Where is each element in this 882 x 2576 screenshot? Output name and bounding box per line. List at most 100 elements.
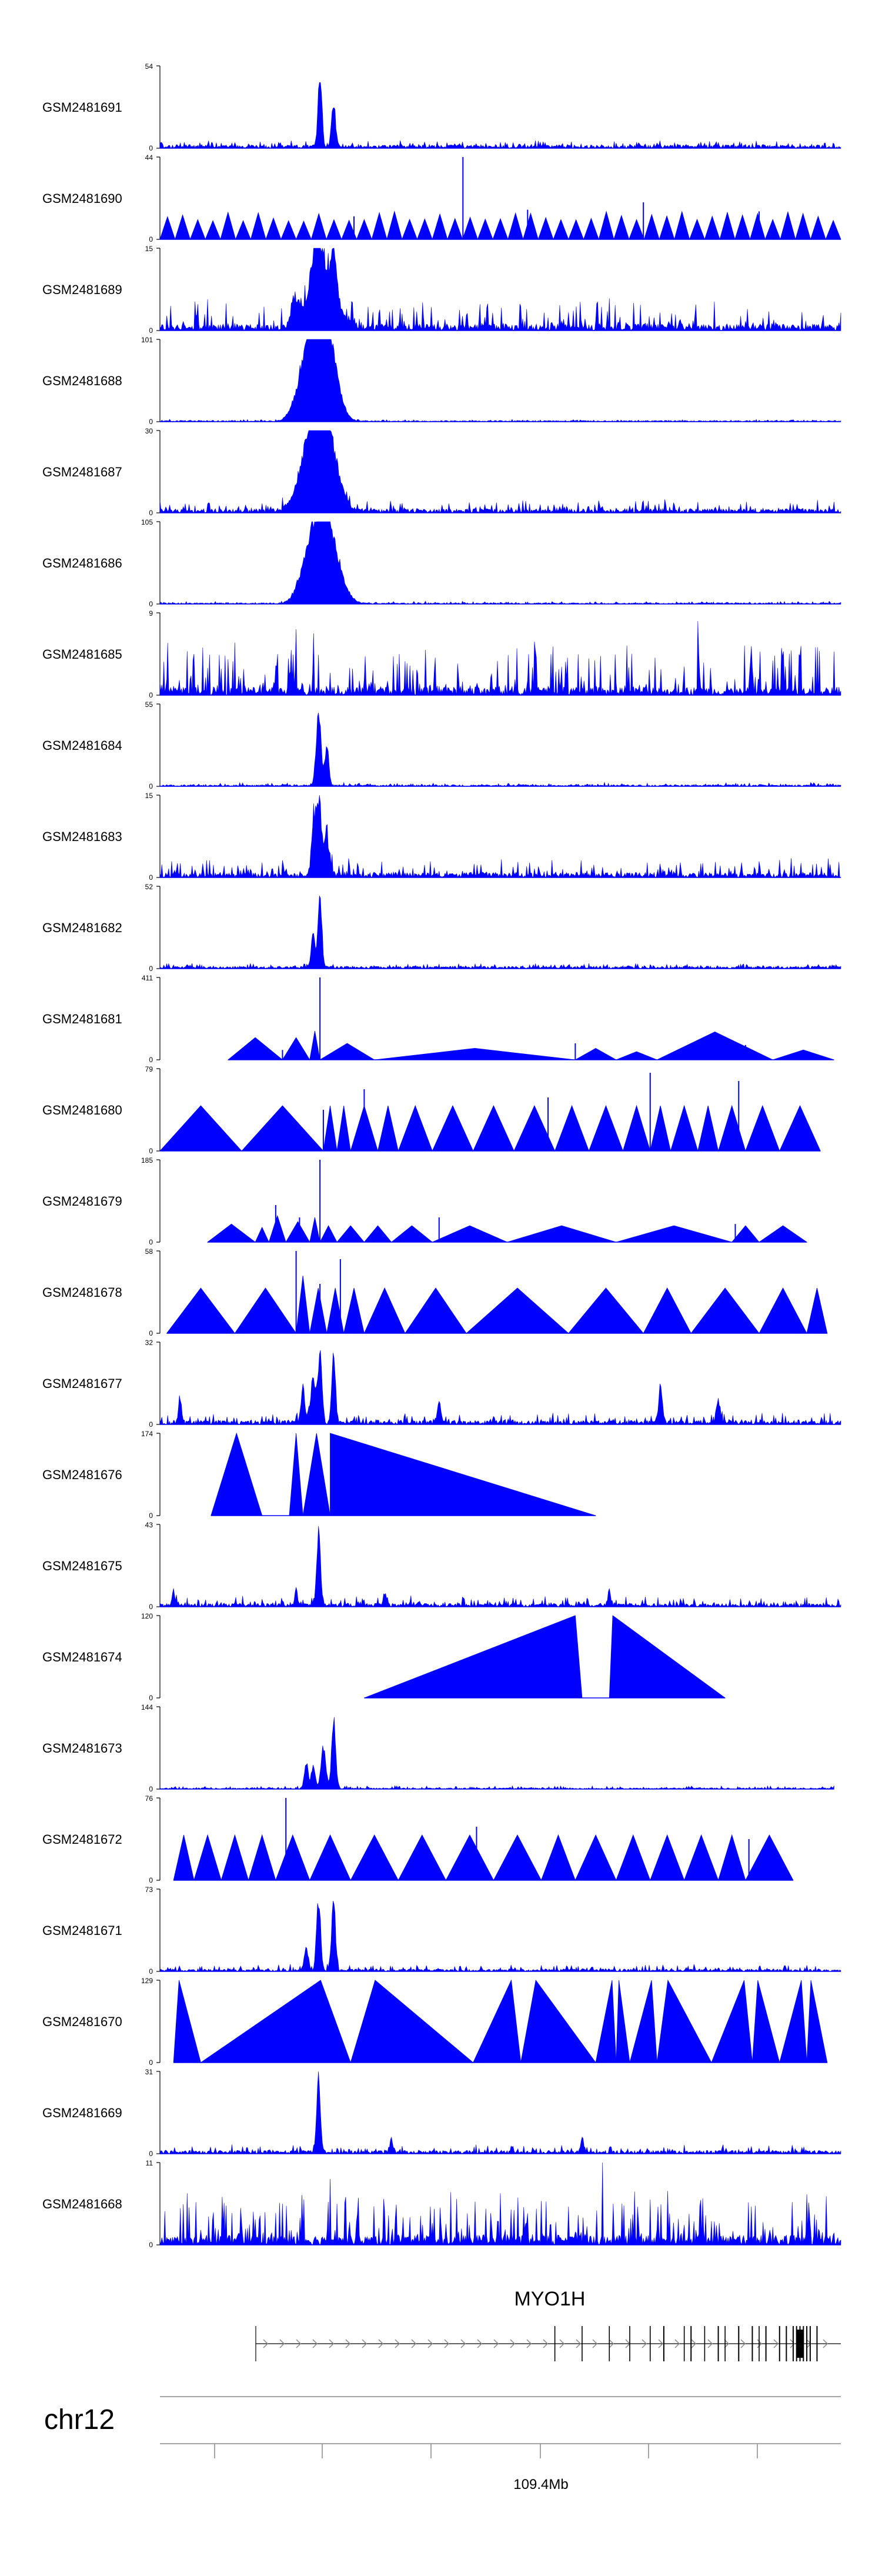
track-triangle bbox=[764, 218, 781, 240]
gene-name-label: MYO1H bbox=[514, 2288, 586, 2310]
track-triangle bbox=[227, 1037, 283, 1060]
gene-strand-arrow bbox=[691, 2339, 697, 2348]
track-triangle bbox=[711, 1980, 753, 2063]
track-triangle bbox=[319, 1043, 376, 1060]
y-axis-zero-label: 0 bbox=[149, 418, 153, 426]
track-triangle bbox=[568, 219, 584, 240]
track-triangle bbox=[540, 1834, 576, 1881]
track-triangle bbox=[309, 1217, 320, 1243]
track-triangle bbox=[697, 1105, 719, 1152]
track-triangle bbox=[319, 1225, 338, 1243]
gene-strand-arrow bbox=[806, 2339, 812, 2348]
track-coverage-area bbox=[159, 1901, 841, 1972]
chromosome-label: chr12 bbox=[44, 2404, 115, 2435]
y-axis-max-label: 174 bbox=[141, 1430, 153, 1438]
track-label: GSM2481682 bbox=[42, 920, 122, 935]
track-GSM2481670: GSM2481670 129 0 bbox=[42, 1977, 828, 2067]
track-label: GSM2481683 bbox=[42, 829, 122, 844]
track-triangle bbox=[622, 1105, 651, 1152]
gene-strand-arrow bbox=[411, 2339, 417, 2348]
track-triangle bbox=[650, 1105, 671, 1152]
gene-strand-arrow bbox=[740, 2339, 746, 2348]
track-triangle bbox=[473, 1105, 514, 1152]
y-axis-max-label: 30 bbox=[145, 427, 153, 435]
track-triangle bbox=[175, 214, 191, 240]
track-triangle bbox=[296, 1275, 310, 1334]
y-axis-zero-label: 0 bbox=[149, 1238, 153, 1246]
track-triangle bbox=[173, 1834, 195, 1881]
track-triangle bbox=[513, 1105, 556, 1152]
y-axis-max-label: 79 bbox=[145, 1065, 153, 1073]
track-triangle bbox=[309, 1287, 328, 1334]
track-triangle bbox=[780, 211, 796, 240]
track-coverage-area bbox=[159, 2071, 841, 2154]
gene-strand-arrow bbox=[773, 2339, 779, 2348]
y-axis-max-label: 120 bbox=[141, 1612, 153, 1620]
track-GSM2481674: GSM2481674 120 0 bbox=[42, 1612, 726, 1702]
track-triangle bbox=[825, 219, 841, 240]
track-GSM2481679: GSM2481679 185 0 bbox=[42, 1156, 808, 1246]
y-axis-zero-label: 0 bbox=[149, 509, 153, 517]
track-triangle bbox=[643, 213, 660, 240]
track-coverage-area bbox=[159, 712, 841, 787]
gene-strand-arrow bbox=[642, 2339, 647, 2348]
gene-strand-arrow bbox=[724, 2339, 730, 2348]
track-triangle bbox=[405, 1287, 467, 1334]
y-axis-zero-label: 0 bbox=[149, 1147, 153, 1155]
track-triangle bbox=[473, 1979, 522, 2063]
y-axis-zero-label: 0 bbox=[149, 1876, 153, 1884]
track-triangle bbox=[397, 1105, 433, 1152]
y-axis-max-label: 54 bbox=[145, 62, 153, 71]
track-triangle bbox=[220, 1834, 249, 1881]
gene-strand-arrow bbox=[312, 2339, 318, 2348]
track-GSM2481680: GSM2481680 79 0 bbox=[42, 1065, 821, 1155]
track-triangle bbox=[595, 1980, 617, 2063]
track-triangle bbox=[466, 1287, 569, 1334]
track-label: GSM2481672 bbox=[42, 1832, 122, 1847]
coverage-tracks: GSM2481691540GSM2481690440GSM2481689150G… bbox=[42, 62, 841, 2249]
y-axis-zero-label: 0 bbox=[149, 326, 153, 335]
track-triangle bbox=[745, 1105, 780, 1152]
track-triangle bbox=[779, 1105, 821, 1152]
track-triangle bbox=[363, 1287, 406, 1334]
track-label: GSM2481691 bbox=[42, 100, 122, 115]
y-axis-max-label: 32 bbox=[145, 1339, 153, 1347]
track-triangle bbox=[656, 1979, 712, 2063]
track-triangle bbox=[731, 1225, 760, 1243]
y-axis-max-label: 73 bbox=[145, 1886, 153, 1894]
gene-strand-arrow bbox=[493, 2339, 499, 2348]
track-triangle bbox=[779, 1980, 807, 2063]
track-triangle bbox=[386, 210, 403, 240]
track-triangle bbox=[616, 1980, 630, 2063]
track-triangle bbox=[341, 219, 358, 240]
track-GSM2481672: GSM2481672 76 0 bbox=[42, 1794, 794, 1884]
track-triangle bbox=[650, 1834, 685, 1881]
track-triangle bbox=[616, 1834, 651, 1881]
track-triangle bbox=[280, 220, 297, 240]
track-triangle bbox=[537, 216, 554, 240]
y-axis-zero-label: 0 bbox=[149, 2241, 153, 2249]
y-axis-max-label: 58 bbox=[145, 1247, 153, 1256]
y-axis-zero-label: 0 bbox=[149, 235, 153, 243]
track-triangle bbox=[397, 1834, 447, 1881]
track-triangle bbox=[574, 1047, 617, 1060]
y-axis-max-label: 411 bbox=[142, 974, 153, 982]
gene-strand-arrow bbox=[609, 2339, 614, 2348]
gene-strand-arrow bbox=[444, 2339, 450, 2348]
gene-strand-arrow bbox=[543, 2339, 549, 2348]
track-triangle bbox=[296, 220, 312, 240]
track-label: GSM2481676 bbox=[42, 1467, 122, 1482]
track-GSM2481678: GSM2481678 58 0 bbox=[42, 1247, 828, 1337]
gene-strand-arrow bbox=[674, 2339, 680, 2348]
track-label: GSM2481689 bbox=[42, 282, 122, 297]
track-triangle bbox=[265, 217, 282, 240]
track-coverage-area bbox=[159, 895, 841, 969]
track-triangle bbox=[583, 218, 599, 240]
track-triangle bbox=[745, 1834, 794, 1881]
track-triangle bbox=[674, 211, 690, 240]
y-axis-zero-label: 0 bbox=[149, 1603, 153, 1611]
track-triangle bbox=[629, 219, 645, 240]
track-triangle bbox=[193, 1834, 222, 1881]
track-triangle bbox=[752, 1980, 780, 2063]
track-triangle bbox=[402, 218, 418, 240]
